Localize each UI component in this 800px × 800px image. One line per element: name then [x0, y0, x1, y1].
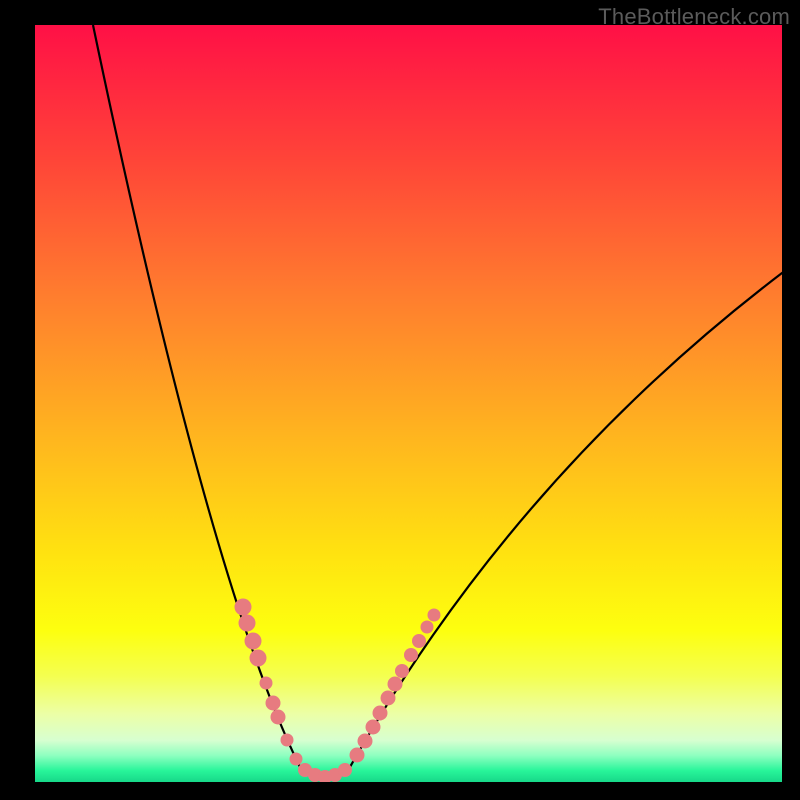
data-marker: [388, 677, 403, 692]
data-marker: [260, 677, 273, 690]
data-marker: [421, 621, 434, 634]
data-marker: [428, 609, 441, 622]
data-marker: [266, 696, 281, 711]
data-marker: [290, 753, 303, 766]
data-marker: [412, 634, 426, 648]
chart-frame: TheBottleneck.com: [0, 0, 800, 800]
data-marker: [271, 710, 286, 725]
data-marker: [366, 720, 381, 735]
data-marker: [358, 734, 373, 749]
data-marker: [235, 599, 252, 616]
data-marker: [239, 615, 256, 632]
chart-plot: [35, 25, 782, 782]
data-marker: [395, 664, 409, 678]
data-marker: [281, 734, 294, 747]
data-marker: [373, 706, 388, 721]
data-marker: [338, 763, 352, 777]
data-marker: [404, 648, 418, 662]
data-marker: [350, 748, 365, 763]
data-marker: [381, 691, 396, 706]
data-marker: [245, 633, 262, 650]
data-marker: [250, 650, 267, 667]
